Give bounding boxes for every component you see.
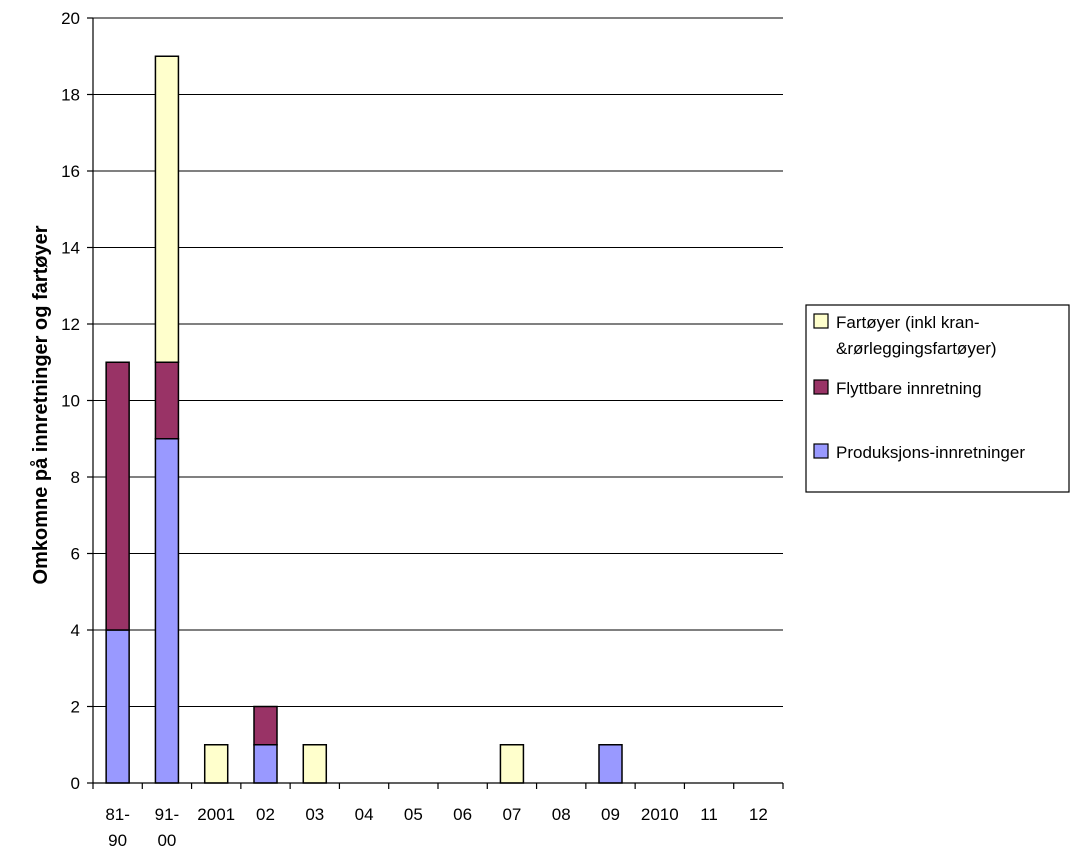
y-tick-label: 16 [61,162,80,181]
x-tick-label: 2001 [197,805,235,824]
y-tick-label: 2 [71,698,80,717]
gridlines [93,17,783,707]
x-tick-label: 2010 [641,805,679,824]
x-tick-label: 00 [157,831,176,850]
axes [87,17,784,789]
x-tick-label: 05 [404,805,423,824]
x-tick-label: 02 [256,805,275,824]
bar-segment [154,438,180,784]
bar-segment [499,744,525,784]
bar-segment [598,744,623,784]
y-axis-title: Omkomne på innretninger og fartøyer [29,225,52,584]
legend-swatch [813,379,829,395]
legend: Fartøyer (inkl kran- &rørleggingsfartøyer… [805,304,1070,493]
x-tick-label: 04 [355,805,374,824]
x-tick-label: 12 [749,805,768,824]
x-tick-label: 08 [552,805,571,824]
y-tick-label: 10 [61,392,80,411]
y-tick-label: 12 [61,315,80,334]
legend-label: Produksjons-innretninger [836,443,1025,462]
bar-segment [253,744,278,784]
bar-segment [154,55,180,363]
bar-segment [302,744,328,784]
y-tick-label: 18 [61,86,80,105]
bar-segment [105,629,130,784]
y-tick-label: 6 [71,545,80,564]
x-tick-label: 09 [601,805,620,824]
y-tick-label: 8 [71,468,80,487]
x-tick-label: 06 [453,805,472,824]
x-tick-label: 03 [305,805,324,824]
legend-box [805,304,1070,493]
legend-label: &rørleggingsfartøyer) [836,339,997,358]
y-tick-label: 20 [61,9,80,28]
legend-label: Flyttbare innretning [836,379,982,398]
x-tick-label: 90 [108,831,127,850]
legend-label: Fartøyer (inkl kran- [836,313,980,332]
legend-swatch [813,443,829,459]
bars [105,55,623,784]
x-tick-label: 07 [502,805,521,824]
x-tick-label: 81- [105,805,130,824]
bar-segment [203,744,229,784]
y-tick-label: 14 [61,239,80,258]
bar-segment [105,361,130,631]
bar-segment [253,705,278,746]
x-tick-label: 91- [155,805,180,824]
y-tick-label: 0 [71,774,80,793]
x-tick-label: 11 [700,805,718,824]
bar-segment [154,361,180,440]
y-tick-label: 4 [71,621,80,640]
legend-swatch [813,313,829,329]
